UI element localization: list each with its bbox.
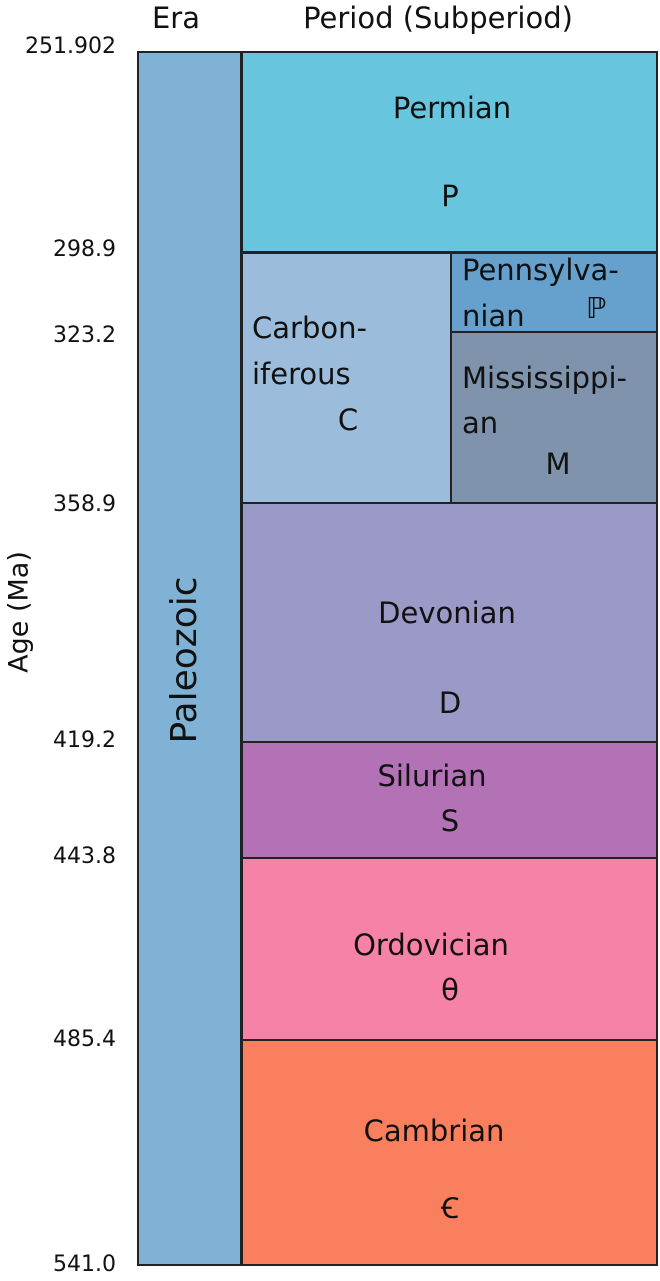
subperiod-name: an xyxy=(462,406,498,440)
period-box xyxy=(241,741,658,859)
era-label: Paleozoic xyxy=(164,576,205,743)
period-symbol: P xyxy=(441,179,459,213)
subperiod-box xyxy=(450,252,658,333)
period-symbol: θ xyxy=(441,973,459,1007)
period-header: Period (Subperiod) xyxy=(303,1,573,35)
period-name: Silurian xyxy=(377,759,486,793)
era-box xyxy=(137,51,242,1266)
period-symbol: D xyxy=(439,686,461,720)
period-symbol: S xyxy=(441,804,459,838)
period-name: Ordovician xyxy=(353,928,509,962)
subperiod-symbol: ℙ xyxy=(586,291,606,325)
period-name: Permian xyxy=(393,91,511,125)
subperiod-name: nian xyxy=(462,299,525,333)
period-name: Devonian xyxy=(378,596,516,630)
age-label: 443.8 xyxy=(53,844,116,869)
age-label: 485.4 xyxy=(53,1027,116,1052)
subperiod-name: Mississippi- xyxy=(462,361,627,395)
age-label: 541.0 xyxy=(53,1252,116,1277)
period-box xyxy=(241,502,658,743)
age-label: 251.902 xyxy=(25,34,116,59)
era-header: Era xyxy=(152,1,200,35)
subperiod-box xyxy=(450,331,658,504)
period-box xyxy=(241,1039,658,1266)
period-symbol: C xyxy=(338,403,358,437)
age-label: 419.2 xyxy=(53,728,116,753)
subperiod-symbol: M xyxy=(545,447,570,481)
period-box xyxy=(241,252,452,504)
period-name: iferous xyxy=(252,357,351,391)
age-label: 358.9 xyxy=(53,492,116,517)
age-label: 298.9 xyxy=(53,237,116,262)
period-name: Carbon- xyxy=(252,311,367,345)
axis-label: Age (Ma) xyxy=(4,551,35,673)
period-name: Cambrian xyxy=(364,1114,505,1148)
period-symbol: Ꞓ xyxy=(440,1191,459,1225)
period-box xyxy=(241,51,658,253)
age-label: 323.2 xyxy=(53,323,116,348)
subperiod-name: Pennsylva- xyxy=(462,253,619,287)
